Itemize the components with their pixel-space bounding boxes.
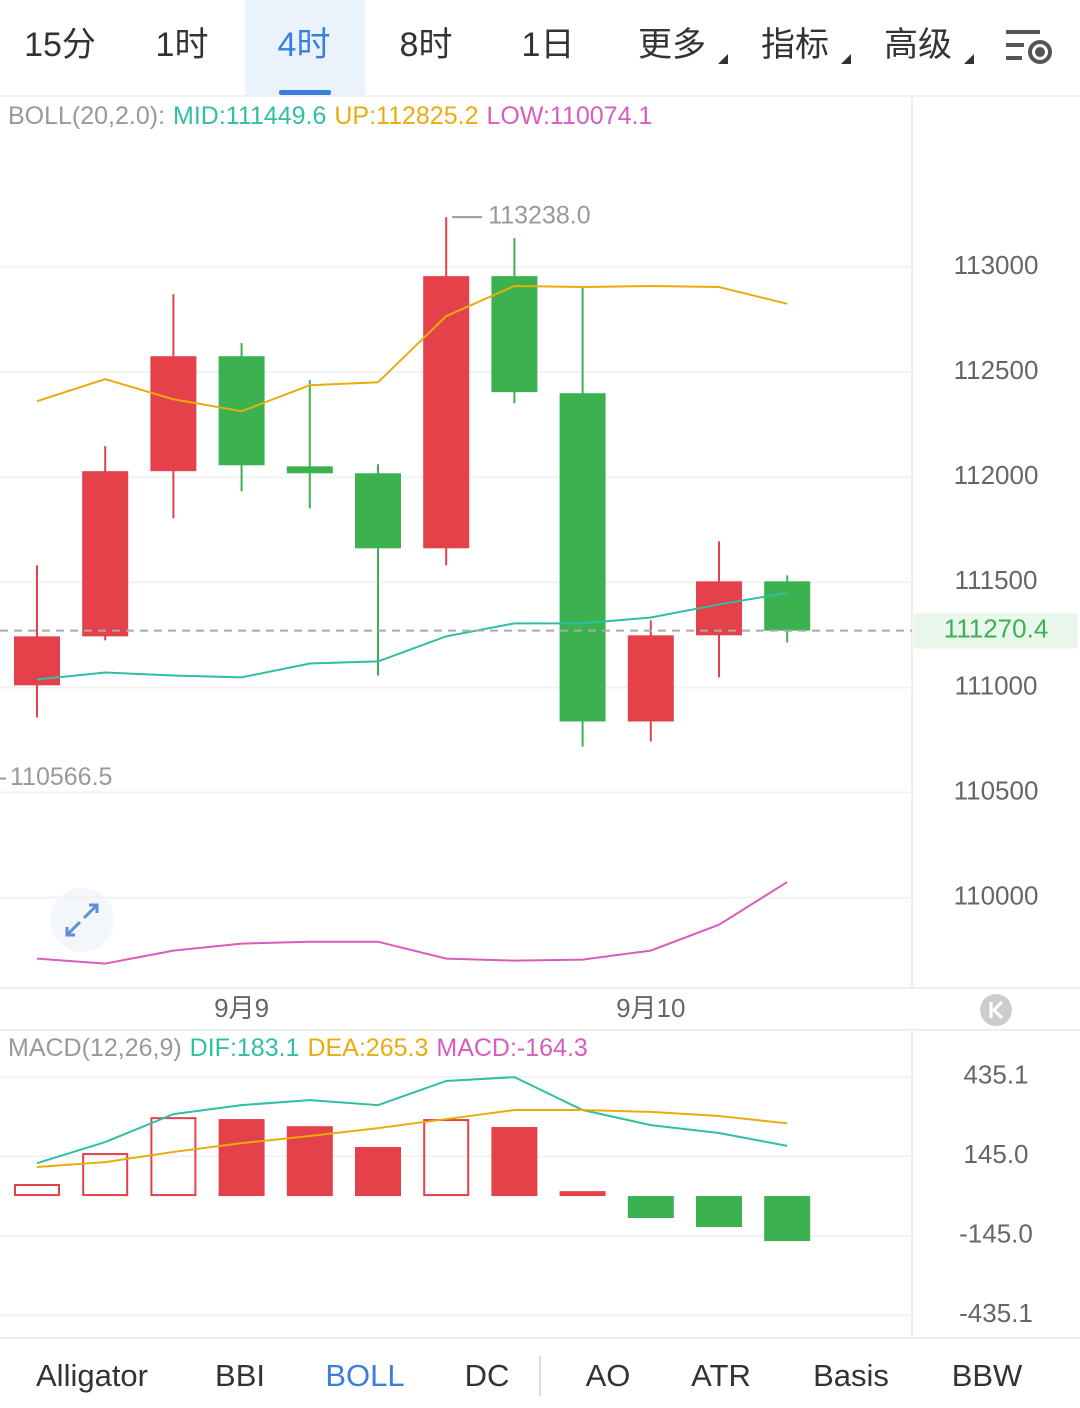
y-tick-label: 110500	[954, 775, 1039, 805]
macd-bar	[764, 1196, 811, 1242]
y-tick-label: 113000	[954, 250, 1039, 280]
macd-bar	[218, 1119, 265, 1197]
legend-item: UP:112825.2	[334, 102, 478, 130]
candle-body	[423, 276, 470, 549]
legend-item: DEA:265.3	[307, 1034, 428, 1062]
y-tick-label: 111000	[955, 670, 1038, 700]
candle-body	[491, 276, 538, 393]
y-tick-label: 112500	[954, 355, 1039, 385]
indicator-header: BOLL(20,2.0): MID:111449.6 UP:112825.2 LOW:…	[8, 102, 652, 130]
candle-body	[764, 581, 811, 631]
tab-dropdown[interactable]: 高级	[884, 26, 952, 64]
indicator-line	[36, 285, 788, 413]
y-tick-label: 112000	[954, 460, 1039, 490]
tab[interactable]: 8时	[400, 26, 453, 64]
high-label: 113238.0	[488, 202, 590, 230]
indicator-title: BOLL(20,2.0):	[8, 102, 165, 130]
macd-bar	[150, 1117, 197, 1197]
candle-body	[355, 473, 401, 549]
active-tab-bg	[245, 0, 365, 96]
candle-body	[627, 635, 674, 722]
tab-dropdown[interactable]: 更多	[638, 26, 706, 64]
macd-bar	[627, 1196, 674, 1218]
low-label: 110566.5	[10, 763, 112, 791]
macd-bar	[355, 1147, 401, 1197]
candle-body	[286, 466, 333, 474]
indicator-tab[interactable]: Basis	[813, 1358, 889, 1393]
candle-body	[150, 356, 197, 472]
y-tick-label: 111500	[955, 565, 1038, 595]
y-tick-label: -145.0	[959, 1219, 1033, 1249]
macd-bar	[696, 1196, 742, 1228]
indicator-tab[interactable]: BBI	[215, 1358, 265, 1393]
indicator-header: MACD(12,26,9) DIF:183.1 DEA:265.3 MACD:-164…	[8, 1034, 588, 1062]
indicator-tab[interactable]: BBW	[952, 1358, 1023, 1393]
candle-body	[82, 471, 129, 637]
indicator-tab[interactable]: Alligator	[36, 1358, 148, 1393]
indicator-tab-active[interactable]: BOLL	[325, 1358, 404, 1393]
y-tick-label: 145.0	[963, 1139, 1028, 1169]
x-tick-label: 9月9	[214, 993, 269, 1023]
active-tab-underline	[279, 90, 331, 95]
legend-item: DIF:183.1	[190, 1034, 300, 1062]
dropdown-arrows	[718, 54, 974, 64]
tab-active[interactable]: 4时	[278, 26, 331, 64]
y-tick-label: 435.1	[963, 1060, 1028, 1090]
y-tick-label: -435.1	[959, 1298, 1033, 1328]
indicator-tab[interactable]: AO	[586, 1358, 631, 1393]
candle-body	[559, 393, 606, 722]
y-tick-label: 110000	[954, 880, 1039, 910]
indicator-line	[36, 881, 788, 965]
legend-item: MACD:-164.3	[436, 1034, 587, 1062]
tab[interactable]: 1时	[156, 26, 209, 64]
macd-bar	[559, 1191, 606, 1197]
indicator-line	[36, 591, 788, 681]
indicator-title: MACD(12,26,9)	[8, 1034, 182, 1062]
macd-bar	[14, 1184, 60, 1197]
tab-dropdown[interactable]: 指标	[761, 26, 829, 64]
expand-button[interactable]	[50, 888, 114, 952]
indicator-tab[interactable]: DC	[465, 1358, 510, 1393]
indicator-tab[interactable]: ATR	[691, 1358, 751, 1393]
last-price-label: 111270.4	[944, 613, 1049, 643]
tab[interactable]: 1日	[522, 26, 575, 64]
legend-item: MID:111449.6	[173, 102, 326, 130]
settings-icon[interactable]	[1006, 30, 1052, 64]
back-to-latest-button[interactable]	[980, 994, 1012, 1026]
indicator-line	[36, 1076, 788, 1165]
macd-bar	[82, 1153, 129, 1197]
legend-item: LOW:110074.1	[486, 102, 652, 130]
indicator-line	[36, 1109, 788, 1169]
last-price-bg	[914, 612, 1078, 649]
macd-bar	[491, 1127, 538, 1197]
tab[interactable]: 15分	[24, 26, 96, 64]
x-tick-label: 9月10	[616, 993, 685, 1023]
